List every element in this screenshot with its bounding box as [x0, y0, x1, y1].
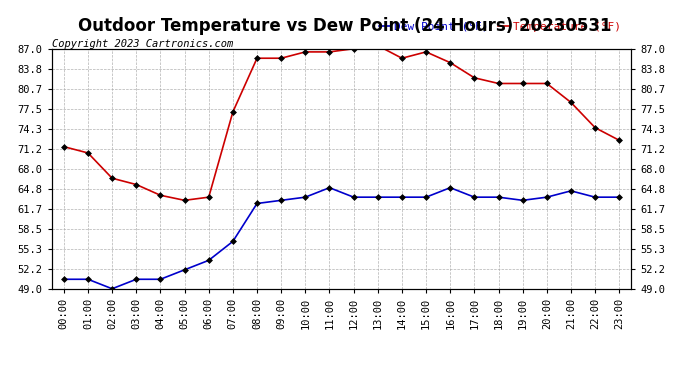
- Legend: Dew Point (°F), Temperature (°F): Dew Point (°F), Temperature (°F): [375, 17, 626, 36]
- Text: Outdoor Temperature vs Dew Point (24 Hours) 20230531: Outdoor Temperature vs Dew Point (24 Hou…: [78, 17, 612, 35]
- Text: Copyright 2023 Cartronics.com: Copyright 2023 Cartronics.com: [52, 39, 233, 50]
